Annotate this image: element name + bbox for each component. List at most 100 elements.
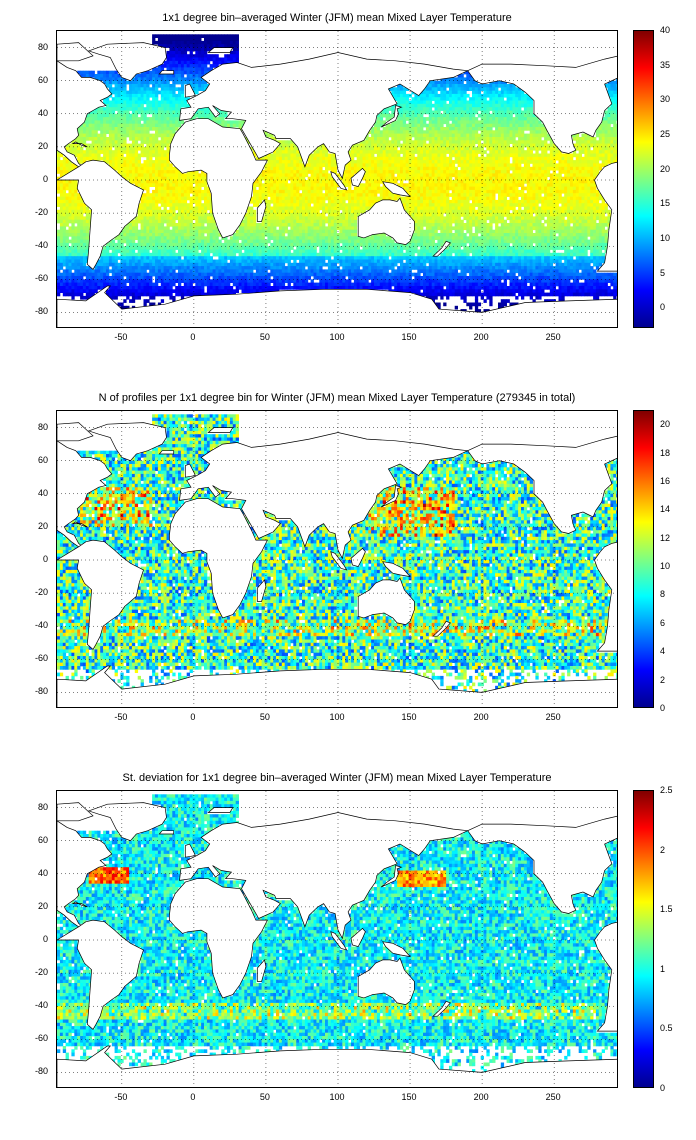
y-tick-label: -80 — [35, 306, 48, 316]
colorbar-tick-label: 25 — [660, 129, 670, 139]
landmass — [380, 485, 403, 508]
x-tick-label: 50 — [260, 712, 270, 722]
landmass — [169, 498, 268, 619]
y-tick-label: -40 — [35, 240, 48, 250]
landmass — [207, 427, 234, 433]
y-tick-label: 20 — [38, 141, 48, 151]
x-tick-label: -50 — [114, 332, 127, 342]
landmass — [57, 1045, 617, 1087]
x-tick-label: 250 — [546, 332, 561, 342]
colorbar-tick-label: 20 — [660, 419, 670, 429]
colorbar-tick-label: 35 — [660, 60, 670, 70]
colorbar-tick-label: 1 — [660, 964, 665, 974]
x-tick-label: -50 — [114, 712, 127, 722]
landmass — [432, 1000, 451, 1017]
landmass — [57, 285, 617, 327]
landmass — [57, 802, 94, 822]
landmass — [382, 181, 412, 198]
y-tick-label: 60 — [38, 835, 48, 845]
landmass — [158, 450, 175, 455]
landmass — [207, 807, 234, 813]
gridlines — [57, 791, 617, 1087]
colorbar-tick-label: 0.5 — [660, 1023, 673, 1033]
landmass — [380, 105, 403, 128]
data-cells — [57, 34, 617, 313]
landmass — [71, 141, 88, 148]
x-tick-label: 0 — [190, 712, 195, 722]
gridlines — [57, 31, 617, 327]
landmass — [330, 551, 348, 571]
colorbar-tick-label: 2 — [660, 675, 665, 685]
landmass — [256, 579, 267, 602]
map-area — [56, 790, 618, 1088]
gridlines — [57, 411, 617, 707]
colorbar-tick-label: 15 — [660, 198, 670, 208]
x-tick-label: 200 — [474, 1092, 489, 1102]
x-tick-label: 0 — [190, 332, 195, 342]
colorbar-tick-label: 8 — [660, 589, 665, 599]
x-tick-label: 100 — [329, 332, 344, 342]
x-tick-label: 50 — [260, 1092, 270, 1102]
panel-stdev: St. deviation for 1x1 degree bin–average… — [0, 760, 696, 1140]
landmass — [179, 52, 469, 180]
map-svg — [57, 791, 617, 1087]
colorbar-tick-label: 30 — [660, 94, 670, 104]
landmass — [350, 927, 366, 948]
landmass — [432, 620, 451, 637]
coastlines — [57, 802, 617, 1087]
colorbar-tick-label: 20 — [660, 164, 670, 174]
map-svg — [57, 31, 617, 327]
landmass — [594, 921, 617, 1032]
y-tick-label: 20 — [38, 521, 48, 531]
colorbar-tick-label: 0 — [660, 302, 665, 312]
y-tick-label: -80 — [35, 1066, 48, 1076]
y-tick-label: 60 — [38, 455, 48, 465]
landmass — [350, 167, 366, 188]
landmass — [256, 959, 267, 982]
landmass — [184, 83, 196, 98]
map-area — [56, 30, 618, 328]
panel-title: N of profiles per 1x1 degree bin for Win… — [56, 392, 618, 404]
y-tick-label: 80 — [38, 42, 48, 52]
colorbar — [633, 30, 654, 328]
landmass — [169, 118, 268, 239]
colorbar-tick-label: 2 — [660, 845, 665, 855]
panel-title: St. deviation for 1x1 degree bin–average… — [56, 772, 618, 784]
landmass — [57, 42, 94, 62]
colorbar-tick-label: 16 — [660, 476, 670, 486]
landmass — [330, 931, 348, 951]
panel-temperature: 1x1 degree bin–averaged Winter (JFM) mea… — [0, 0, 696, 380]
y-tick-label: -60 — [35, 273, 48, 283]
landmass — [158, 70, 175, 75]
y-tick-label: 60 — [38, 75, 48, 85]
landmass — [432, 240, 451, 257]
y-tick-label: 80 — [38, 802, 48, 812]
colorbar-tick-label: 6 — [660, 618, 665, 628]
y-tick-label: -60 — [35, 653, 48, 663]
x-tick-label: -50 — [114, 1092, 127, 1102]
landmass — [179, 812, 469, 940]
landmass — [594, 161, 617, 272]
x-tick-label: 100 — [329, 1092, 344, 1102]
colorbar — [633, 790, 654, 1088]
landmass — [594, 541, 617, 652]
colorbar-tick-label: 5 — [660, 268, 665, 278]
landmass — [87, 422, 167, 462]
landmass — [350, 547, 366, 568]
y-tick-label: -20 — [35, 587, 48, 597]
colorbar-tick-label: 18 — [660, 448, 670, 458]
colorbar-tick-label: 0 — [660, 703, 665, 713]
landmass — [207, 47, 234, 53]
landmass — [184, 463, 196, 478]
landmass — [158, 830, 175, 835]
landmass — [382, 941, 412, 958]
y-tick-label: 0 — [43, 554, 48, 564]
x-tick-label: 150 — [402, 712, 417, 722]
landmass — [87, 802, 167, 842]
colorbar-tick-label: 12 — [660, 533, 670, 543]
landmass — [256, 199, 267, 222]
landmass — [382, 561, 412, 578]
colorbar-tick-label: 4 — [660, 646, 665, 656]
x-tick-label: 50 — [260, 332, 270, 342]
y-tick-label: -60 — [35, 1033, 48, 1043]
